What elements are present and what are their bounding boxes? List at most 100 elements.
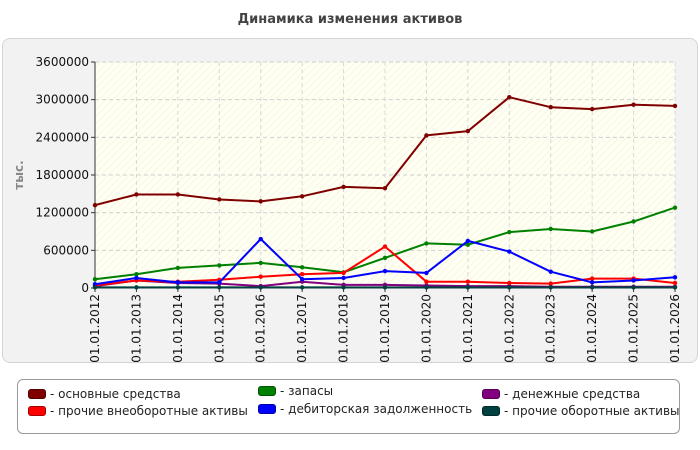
legend-label: - дебиторская задолженность xyxy=(280,402,473,416)
data-point xyxy=(258,274,263,279)
y-tick-label: 600000 xyxy=(43,243,89,257)
data-point xyxy=(92,202,98,208)
data-point xyxy=(672,285,678,290)
data-point xyxy=(424,133,429,138)
legend-label: - запасы xyxy=(280,384,334,398)
x-tick-label: 01.01.2014 xyxy=(171,294,185,363)
x-tick-label: 01.01.2026 xyxy=(668,294,682,363)
data-point xyxy=(589,276,595,281)
data-point xyxy=(175,280,181,285)
x-tick-label: 01.01.2015 xyxy=(212,294,226,363)
data-point xyxy=(507,94,512,100)
data-point xyxy=(672,103,678,109)
data-point xyxy=(589,106,595,112)
data-point xyxy=(631,285,636,290)
data-point xyxy=(134,271,139,277)
x-tick-label: 01.01.2023 xyxy=(544,294,558,363)
data-point xyxy=(631,278,636,283)
data-point xyxy=(465,242,471,247)
data-point xyxy=(548,285,553,290)
legend-item: - прочие внеоборотные активы xyxy=(28,404,248,418)
legend-label: - денежные средства xyxy=(504,387,641,401)
data-point xyxy=(424,279,429,284)
data-point xyxy=(424,241,429,246)
data-point xyxy=(92,285,98,290)
data-point xyxy=(217,197,222,202)
data-point xyxy=(341,285,346,290)
data-point xyxy=(672,280,678,286)
legend-swatch xyxy=(258,404,276,414)
data-point xyxy=(258,199,263,204)
data-point xyxy=(341,270,346,276)
data-point xyxy=(548,105,553,110)
x-tick-label: 01.01.2025 xyxy=(627,294,641,363)
x-tick-label: 01.01.2018 xyxy=(337,294,351,363)
data-point xyxy=(299,194,305,199)
data-point xyxy=(217,263,222,268)
data-point xyxy=(589,229,595,234)
data-point xyxy=(548,226,553,232)
legend-label: - прочие внеоборотные активы xyxy=(50,404,248,418)
legend-swatch xyxy=(482,406,500,416)
data-point xyxy=(382,255,388,261)
x-tick-label: 01.01.2020 xyxy=(419,294,433,363)
x-tick-label: 01.01.2022 xyxy=(502,294,516,363)
y-tick-label: 3600000 xyxy=(36,55,89,69)
data-point xyxy=(589,285,595,290)
legend-item: - дебиторская задолженность xyxy=(258,402,472,416)
data-point xyxy=(299,265,305,270)
chart-title: Динамика изменения активов xyxy=(237,12,463,27)
data-point xyxy=(507,285,512,290)
y-tick-label: 0 xyxy=(81,281,89,295)
data-point xyxy=(134,285,139,290)
y-tick-label: 1800000 xyxy=(36,168,89,182)
data-point xyxy=(258,236,263,242)
legend-item: - денежные средства xyxy=(482,387,640,401)
data-point xyxy=(258,260,263,266)
data-point xyxy=(299,277,305,282)
data-point xyxy=(507,249,512,254)
data-point xyxy=(548,281,553,286)
data-point xyxy=(631,219,636,224)
data-point xyxy=(631,102,636,107)
data-point xyxy=(548,269,553,274)
data-point xyxy=(589,280,595,285)
legend-item: - запасы xyxy=(258,384,333,398)
y-axis-label: тыс. xyxy=(12,160,26,189)
x-tick-label: 01.01.2017 xyxy=(295,294,309,363)
legend-swatch xyxy=(258,386,276,396)
legend-item: - основные средства xyxy=(28,387,181,401)
data-point xyxy=(465,238,471,244)
data-point xyxy=(382,244,388,249)
x-tick-label: 01.01.2019 xyxy=(378,294,392,363)
data-point xyxy=(382,185,388,191)
data-point xyxy=(217,285,222,290)
data-point xyxy=(424,285,429,290)
data-point xyxy=(672,205,678,210)
data-point xyxy=(217,280,222,285)
data-point xyxy=(424,270,429,276)
data-point xyxy=(465,279,471,284)
legend-item: - прочие оборотные активы xyxy=(482,404,680,418)
x-tick-label: 01.01.2016 xyxy=(254,294,268,363)
data-point xyxy=(92,282,98,287)
data-point xyxy=(134,275,139,281)
data-point xyxy=(299,285,305,290)
data-point xyxy=(92,277,98,282)
data-point xyxy=(134,192,139,197)
data-point xyxy=(341,275,346,281)
y-tick-label: 1200000 xyxy=(36,206,89,220)
y-tick-label: 3000000 xyxy=(36,93,89,107)
x-tick-label: 01.01.2013 xyxy=(129,294,143,363)
data-point xyxy=(465,128,471,134)
legend-label: - прочие оборотные активы xyxy=(504,404,680,418)
chart-legend: - основные средства - запасы - денежные ср… xyxy=(17,379,680,434)
data-point xyxy=(175,265,181,271)
data-point xyxy=(299,271,305,277)
legend-swatch xyxy=(28,389,46,399)
data-point xyxy=(382,285,388,290)
data-point xyxy=(507,280,512,286)
data-point xyxy=(175,192,181,197)
legend-swatch xyxy=(482,389,500,399)
